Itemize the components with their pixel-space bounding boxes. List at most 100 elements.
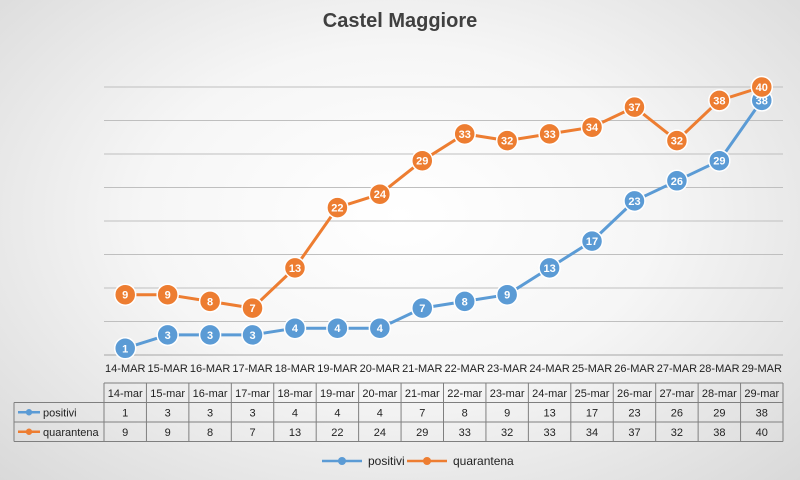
data-label-positivi: 26 (671, 176, 683, 188)
data-label-positivi: 7 (419, 303, 425, 315)
data-label-quarantena: 32 (501, 136, 513, 148)
data-point-positivi (665, 169, 689, 193)
legend-label: positivi (368, 454, 405, 468)
table-header-cell: 29-mar (744, 388, 779, 400)
table-header-cell: 26-mar (617, 388, 652, 400)
table-cell: 4 (377, 408, 383, 420)
legend-key-marker (338, 457, 346, 465)
table-cell: 9 (504, 408, 510, 420)
data-point-positivi (708, 149, 731, 172)
table-cell: 38 (756, 408, 768, 420)
data-point-positivi (623, 189, 646, 213)
data-label-quarantena: 40 (756, 82, 768, 94)
data-label-positivi: 8 (462, 296, 468, 308)
legend-key-marker (423, 457, 431, 465)
table-header-cell: 24-mar (532, 388, 567, 400)
data-label-positivi: 4 (377, 323, 384, 335)
data-label-quarantena: 33 (543, 129, 555, 141)
x-tick-label: 27-MAR (657, 363, 697, 375)
data-point-quarantena (411, 149, 434, 172)
data-point-quarantena (283, 256, 307, 280)
x-tick-label: 29-MAR (742, 363, 782, 375)
data-point-quarantena (580, 115, 604, 139)
data-point-positivi (368, 316, 392, 340)
table-cell: 32 (671, 427, 683, 439)
data-point-positivi (580, 229, 604, 253)
data-label-quarantena: 8 (207, 296, 213, 308)
table-header-cell: 18-mar (278, 388, 313, 400)
table-cell: 7 (249, 427, 255, 439)
data-label-positivi: 17 (586, 236, 598, 248)
table-header-cell: 23-mar (490, 388, 525, 400)
data-label-quarantena: 32 (671, 136, 683, 148)
x-tick-label: 25-MAR (572, 363, 612, 375)
data-label-positivi: 29 (713, 156, 725, 168)
table-legend-key-marker (25, 409, 33, 416)
x-tick-label: 16-MAR (190, 363, 230, 375)
data-label-quarantena: 13 (289, 263, 301, 275)
table-header-cell: 27-mar (659, 388, 694, 400)
table-header-cell: 17-mar (235, 388, 270, 400)
table-header-cell: 19-mar (320, 388, 355, 400)
data-point-positivi (156, 323, 179, 347)
table-legend-key-marker (25, 428, 33, 435)
data-label-positivi: 1 (122, 343, 128, 355)
legend-label: quarantena (453, 454, 514, 468)
data-table: 14-mar 15-mar 16-mar 17-mar 18-mar 19-mar 20-m… (13, 382, 784, 442)
data-point-quarantena (326, 196, 349, 219)
data-label-positivi: 3 (207, 330, 213, 342)
table-cell: 26 (671, 408, 683, 420)
data-label-quarantena: 34 (586, 122, 599, 134)
series-line-positivi (124, 99, 764, 350)
data-point-quarantena (198, 290, 222, 313)
table-cell: 4 (292, 408, 298, 420)
table-header-cell: 21-mar (405, 388, 440, 400)
table-header-cell: 25-mar (575, 388, 610, 400)
x-tick-label: 14-MAR (105, 363, 145, 375)
x-tick-label: 20-MAR (360, 363, 400, 375)
data-point-quarantena (623, 95, 646, 119)
data-point-quarantena (453, 122, 476, 146)
data-point-positivi (495, 283, 519, 306)
x-tick-label: 17-MAR (232, 363, 272, 375)
data-point-positivi (113, 337, 137, 360)
data-point-positivi (198, 323, 222, 347)
x-tick-label: 21-MAR (402, 363, 442, 375)
table-cell: 4 (334, 408, 340, 420)
table-cell: 29 (713, 408, 725, 420)
table-cell: 17 (586, 408, 598, 420)
table-cell: 33 (459, 427, 471, 439)
data-label-positivi: 4 (292, 323, 299, 335)
data-label-positivi: 3 (165, 330, 171, 342)
table-row-label: quarantena (43, 427, 100, 439)
data-label-positivi: 4 (334, 323, 341, 335)
data-label-positivi: 38 (756, 95, 768, 107)
data-point-quarantena (538, 122, 561, 146)
data-label-positivi: 23 (628, 196, 640, 208)
data-point-quarantena (156, 283, 179, 306)
table-cell: 3 (165, 408, 171, 420)
table-cell: 3 (207, 408, 213, 420)
table-header-cell: 22-mar (447, 388, 482, 400)
data-label-quarantena: 38 (713, 95, 725, 107)
data-label-quarantena: 22 (331, 203, 343, 215)
data-point-quarantena (368, 182, 392, 206)
x-tick-label: 23-MAR (487, 363, 527, 375)
data-label-quarantena: 9 (122, 290, 128, 302)
x-tick-label: 15-MAR (147, 363, 187, 375)
table-cell: 7 (419, 408, 425, 420)
table-cell: 3 (249, 408, 255, 420)
data-point-quarantena (495, 129, 519, 152)
data-point-quarantena (241, 296, 264, 320)
table-cell: 9 (165, 427, 171, 439)
table-cell: 32 (501, 427, 513, 439)
table-row-label: positivi (43, 408, 77, 420)
table-cell: 37 (628, 427, 640, 439)
table-header-cell: 28-mar (702, 388, 737, 400)
table-cell: 33 (543, 427, 555, 439)
data-point-positivi (241, 323, 264, 347)
data-point-quarantena (113, 283, 137, 306)
data-label-positivi: 3 (249, 330, 255, 342)
table-cell: 13 (543, 408, 555, 420)
